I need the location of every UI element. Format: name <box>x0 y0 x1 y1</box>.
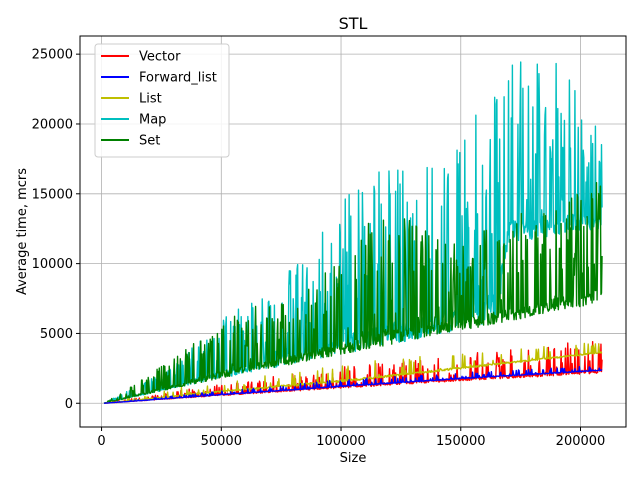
x-tick-label: 200000 <box>556 434 606 449</box>
legend-label-list: List <box>139 92 162 107</box>
x-tick-label: 150000 <box>436 434 486 449</box>
chart-title: STL <box>339 14 368 33</box>
legend-label-map: Map <box>139 113 166 128</box>
x-tick-label: 100000 <box>316 434 366 449</box>
legend-label-vector: Vector <box>139 50 181 65</box>
y-tick-label: 0 <box>65 397 73 412</box>
y-tick-label: 25000 <box>32 48 73 63</box>
grid <box>80 36 626 427</box>
ticks: 0 50000 100000 150000 200000 0 5000 10000 15000 2… <box>32 48 606 449</box>
y-tick-label: 20000 <box>32 117 73 132</box>
x-tick-label: 50000 <box>201 434 242 449</box>
legend: Vector Forward_list List Map Set <box>94 43 230 158</box>
y-tick-label: 5000 <box>40 327 73 342</box>
y-axis-label: Average time, mcrs <box>15 168 30 295</box>
legend-box <box>94 43 230 158</box>
series-line-forward-list <box>103 366 603 404</box>
x-tick-label: 0 <box>97 434 105 449</box>
axes-frame <box>79 35 627 428</box>
series-line-set <box>103 181 603 404</box>
series-line-list <box>103 342 603 404</box>
y-tick-label: 15000 <box>32 187 73 202</box>
legend-label-forward-list: Forward_list <box>139 71 217 86</box>
series-layer <box>103 61 603 404</box>
y-tick-label: 10000 <box>32 257 73 272</box>
x-axis-label: Size <box>340 451 367 466</box>
legend-label-set: Set <box>139 134 160 149</box>
